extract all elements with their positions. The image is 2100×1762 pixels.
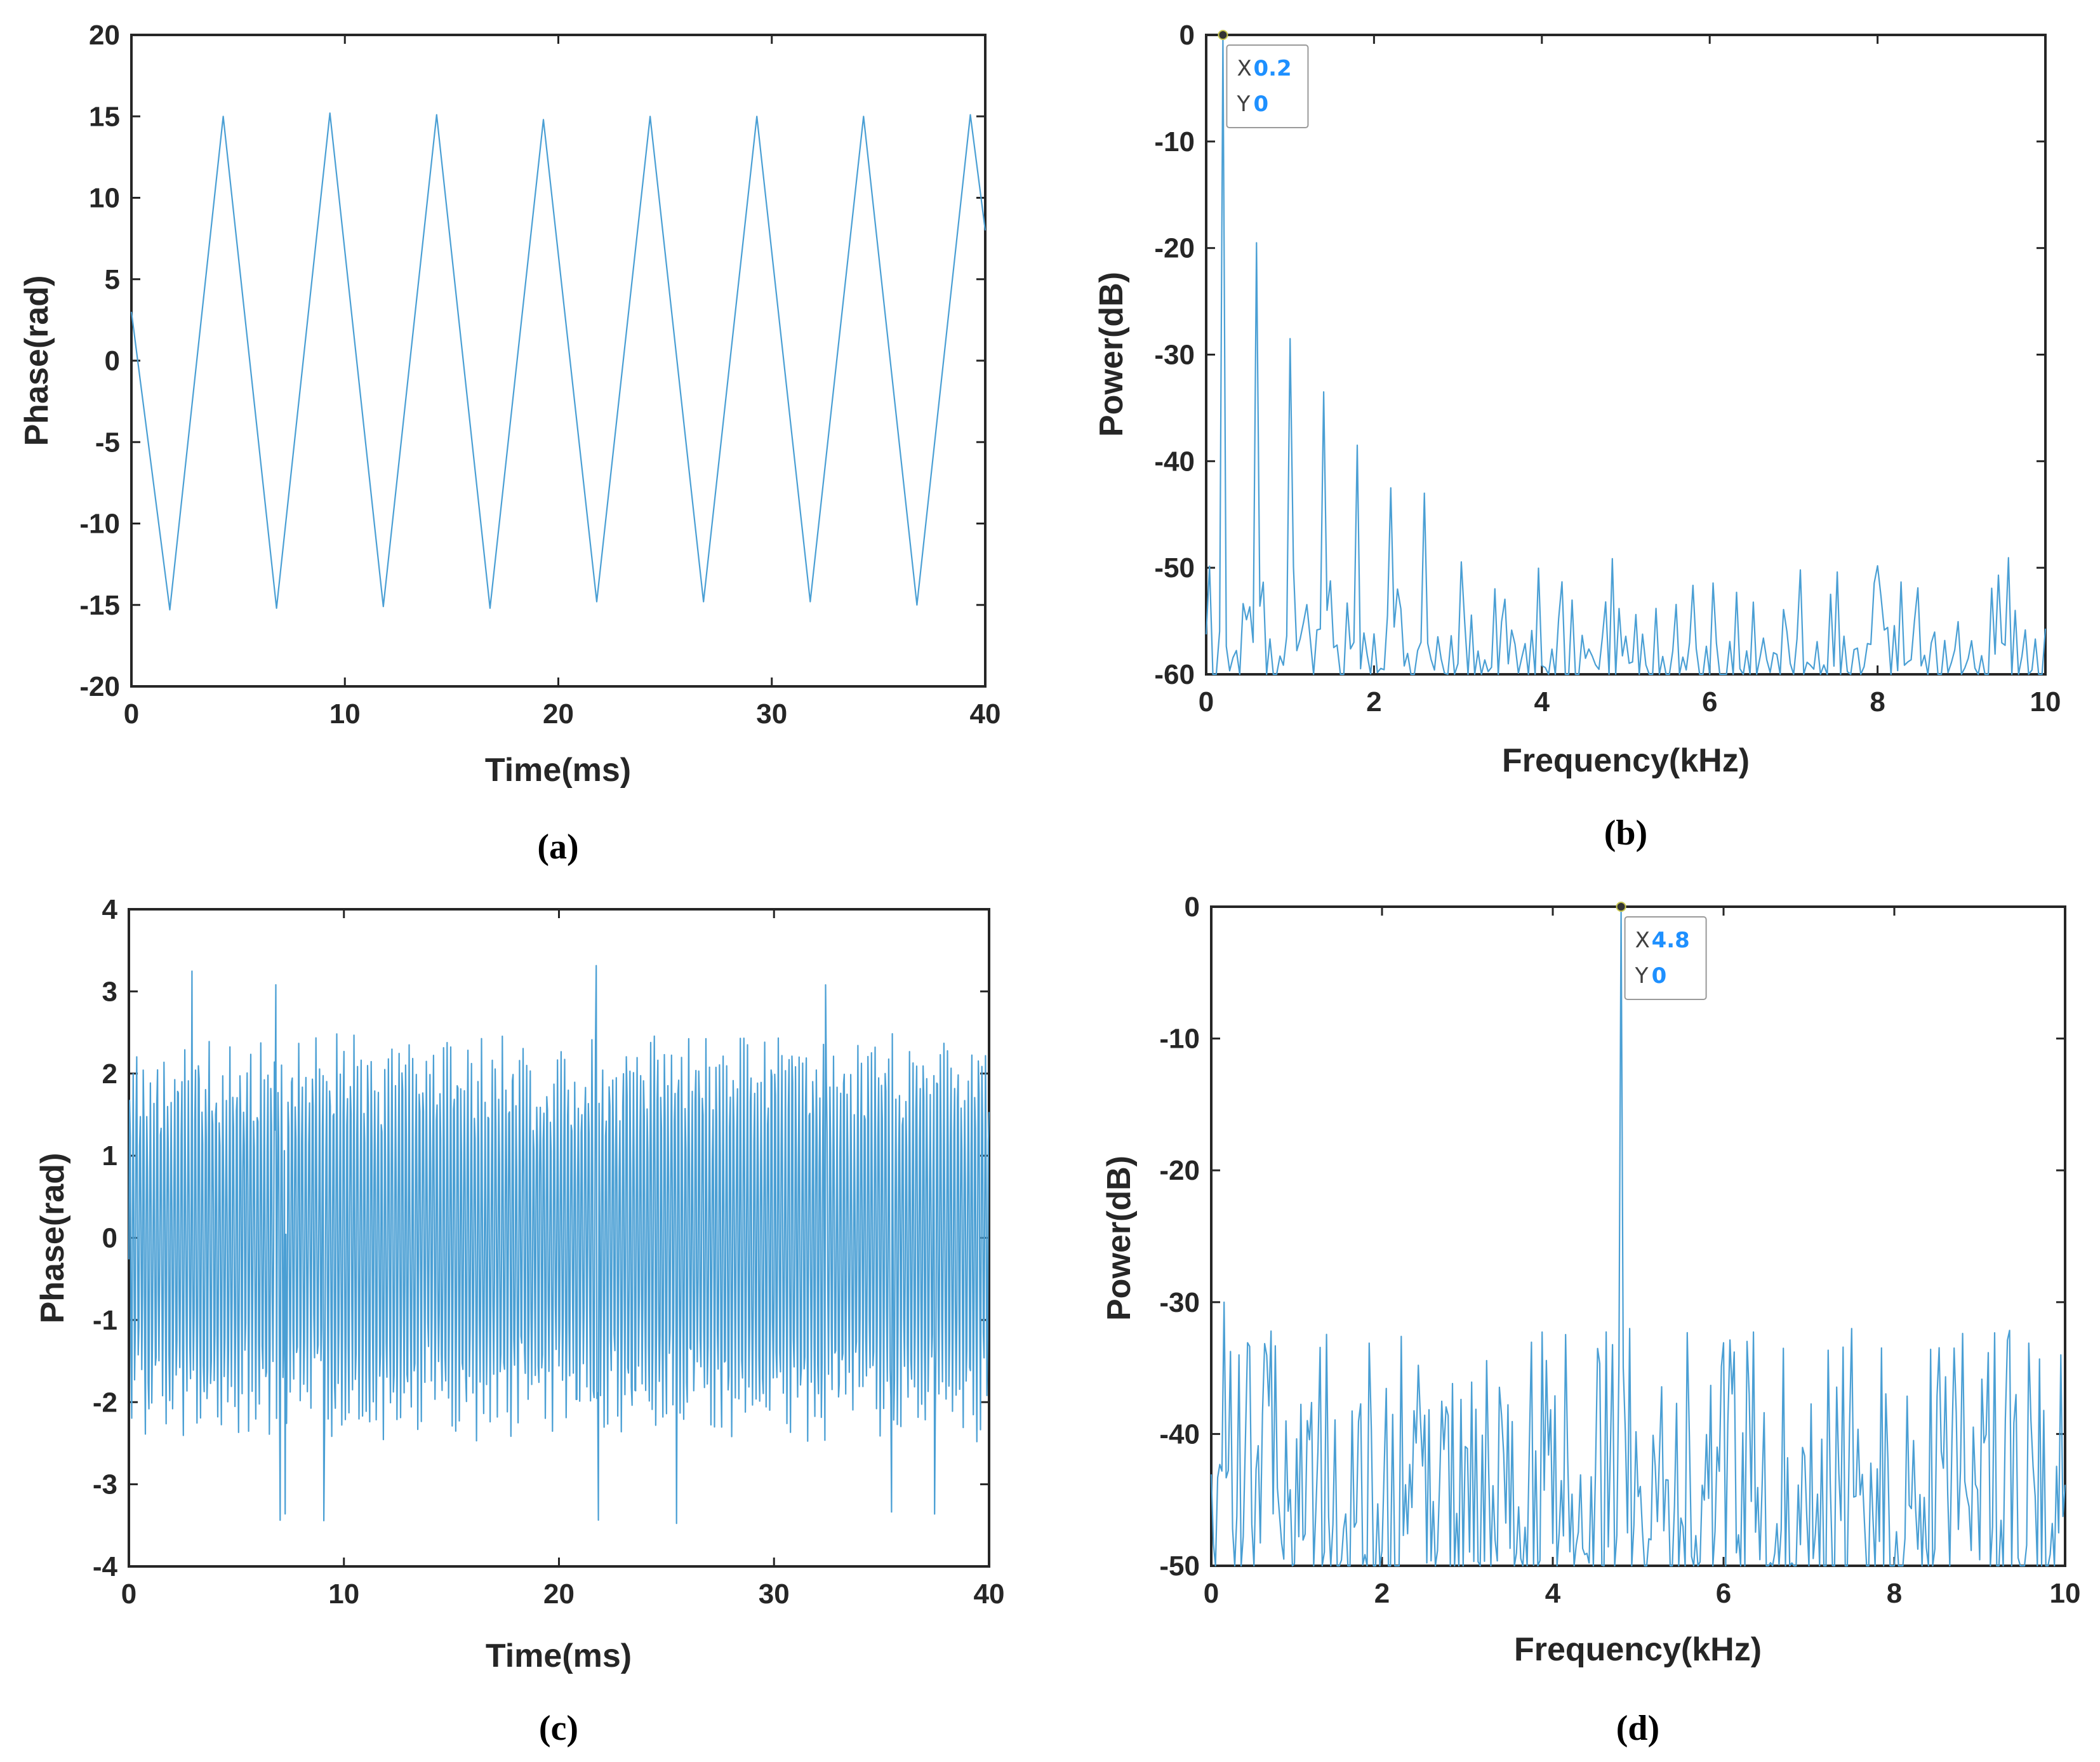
y-axis-label-a: Phase(rad)	[18, 276, 55, 446]
y-tick-label: 0	[102, 1223, 117, 1254]
y-tick-label: -40	[1159, 1418, 1200, 1450]
series-line-spectrum-d	[1210, 905, 2066, 1567]
x-tick-label: 10	[2050, 1578, 2081, 1609]
datatip-b[interactable]: X 0.2 Y 0	[1218, 30, 1309, 128]
panel-label-b: (b)	[1604, 813, 1647, 853]
plot-area-a	[130, 34, 987, 688]
chart-panel-d: 0 2 4 6 8 10 -50 -40 -30 -20 -10 0 X 4.8 Y 0 Freque…	[1101, 891, 2080, 1748]
datatip-y-key-b: Y	[1236, 91, 1250, 117]
tick-labels-d: 0 2 4 6 8 10 -50 -40 -30 -20 -10 0	[1159, 891, 2080, 1609]
series-layer-c	[128, 964, 990, 1525]
y-tick-label: -50	[1154, 552, 1195, 584]
y-tick-label: -20	[1154, 233, 1195, 264]
y-tick-label: -1	[93, 1305, 117, 1336]
x-axis-label-d: Frequency(kHz)	[1514, 1631, 1762, 1668]
x-tick-label: 6	[1702, 686, 1717, 717]
datatip-marker-d[interactable]	[1616, 902, 1626, 912]
x-tick-label: 2	[1366, 686, 1381, 717]
datatip-y-value-d: 0	[1652, 963, 1667, 989]
y-tick-label: -60	[1154, 659, 1195, 690]
y-tick-label: -10	[79, 509, 120, 540]
series-line-phase-a	[130, 112, 987, 611]
x-tick-label: 30	[759, 1578, 790, 1610]
y-tick-label: -5	[95, 427, 120, 458]
plot-area-b	[1205, 34, 2047, 676]
x-tick-label: 0	[1199, 686, 1214, 717]
tick-labels-a: 0 10 20 30 40 -20 -15 -10 -5 0 5 10 15 20	[79, 20, 1000, 730]
datatip-box-b	[1226, 44, 1309, 128]
chart-panel-b: 0 2 4 6 8 10 -60 -50 -40 -30 -20 -10 0 X 0.2 Y 0 Fre…	[1093, 20, 2061, 853]
x-tick-label: 2	[1374, 1578, 1390, 1609]
panel-label-a: (a)	[537, 827, 578, 867]
y-tick-label: -20	[79, 671, 120, 702]
x-tick-label: 4	[1534, 686, 1550, 717]
x-tick-label: 20	[543, 698, 574, 730]
datatip-x-value-b: 0.2	[1253, 56, 1291, 81]
x-tick-label: 30	[756, 698, 787, 730]
y-tick-label: 2	[102, 1058, 117, 1090]
y-tick-label: -40	[1154, 446, 1195, 477]
y-tick-label: 1	[102, 1140, 117, 1171]
x-tick-label: 0	[121, 1578, 136, 1610]
x-axis-label-c: Time(ms)	[486, 1638, 632, 1674]
datatip-y-key-d: Y	[1635, 963, 1649, 989]
y-axis-label-b: Power(dB)	[1093, 272, 1130, 437]
y-tick-label: -3	[93, 1469, 117, 1500]
plot-area-d	[1210, 905, 2066, 1567]
series-line-spectrum-b	[1205, 34, 2047, 676]
x-tick-label: 10	[328, 1578, 359, 1610]
x-tick-label: 10	[2030, 686, 2061, 717]
x-tick-label: 0	[124, 698, 139, 730]
datatip-y-value-b: 0	[1253, 91, 1268, 117]
y-tick-label: 4	[102, 894, 118, 925]
x-tick-label: 40	[970, 698, 1001, 730]
series-line-phase-c	[128, 964, 990, 1525]
y-tick-label: -15	[79, 590, 120, 621]
datatip-x-key-d: X	[1635, 928, 1650, 953]
chart-panel-a: 0 10 20 30 40 -20 -15 -10 -5 0 5 10 15 20 Time(ms) Ph…	[18, 20, 1000, 867]
x-tick-label: 40	[974, 1578, 1005, 1610]
x-tick-label: 8	[1887, 1578, 1902, 1609]
y-tick-label: 10	[89, 183, 120, 214]
x-axis-label-a: Time(ms)	[485, 752, 631, 789]
y-tick-label: -50	[1159, 1551, 1200, 1582]
y-tick-label: -10	[1154, 126, 1195, 157]
y-tick-label: -20	[1159, 1155, 1200, 1186]
y-tick-label: 5	[105, 264, 120, 295]
y-tick-label: 0	[105, 345, 120, 377]
x-tick-label: 8	[1870, 686, 1885, 717]
y-tick-label: -30	[1154, 340, 1195, 371]
y-tick-label: 3	[102, 976, 117, 1007]
x-tick-label: 6	[1716, 1578, 1731, 1609]
x-tick-label: 20	[543, 1578, 575, 1610]
y-axis-label-c: Phase(rad)	[34, 1153, 71, 1324]
y-tick-label: -2	[93, 1387, 117, 1418]
x-axis-label-b: Frequency(kHz)	[1502, 742, 1750, 779]
y-tick-label: 20	[89, 20, 120, 51]
y-tick-label: -10	[1159, 1024, 1200, 1055]
x-tick-label: 0	[1204, 1578, 1219, 1609]
datatip-box-d	[1624, 916, 1707, 1000]
series-layer-a	[130, 112, 987, 611]
tick-labels-b: 0 2 4 6 8 10 -60 -50 -40 -30 -20 -10 0	[1154, 20, 2061, 717]
axis-ticks-a	[130, 34, 987, 688]
datatip-marker-b[interactable]	[1218, 30, 1228, 40]
x-tick-label: 10	[329, 698, 361, 730]
datatip-x-key-b: X	[1237, 56, 1251, 81]
y-tick-label: 0	[1185, 891, 1200, 923]
panel-label-c: (c)	[539, 1709, 578, 1748]
y-tick-label: -30	[1159, 1287, 1200, 1318]
datatip-x-value-d: 4.8	[1652, 928, 1690, 953]
y-axis-label-d: Power(dB)	[1101, 1156, 1138, 1321]
y-tick-label: 0	[1180, 20, 1195, 51]
panel-label-d: (d)	[1616, 1709, 1659, 1748]
y-tick-label: 15	[89, 101, 120, 132]
datatip-d[interactable]: X 4.8 Y 0	[1616, 902, 1707, 1000]
x-tick-label: 4	[1545, 1578, 1561, 1609]
y-tick-label: -4	[93, 1551, 118, 1582]
tick-labels-c: 0 10 20 30 40 -4 -3 -2 -1 0 1 2 3 4	[93, 894, 1005, 1610]
chart-panel-c: 0 10 20 30 40 -4 -3 -2 -1 0 1 2 3 4 Time(ms) Phase(ra…	[34, 894, 1004, 1748]
